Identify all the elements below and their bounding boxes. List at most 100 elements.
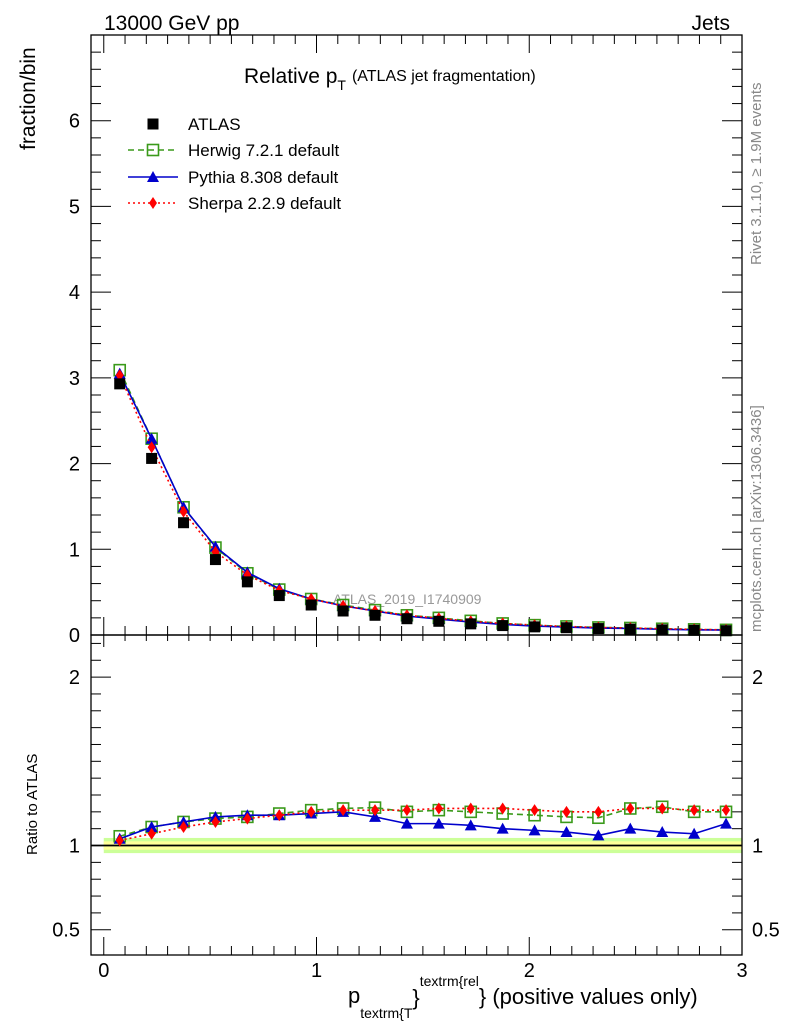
x-tick-label: 3 [736,960,747,982]
x-axis-label-sup: textrm{rel [420,973,479,989]
point-atlas [529,621,541,633]
y-tick-label-main: 0 [69,625,80,647]
y-tick-label-main: 2 [69,454,80,476]
y-tick-label-main: 4 [69,282,80,304]
chart-title: Relative pT (ATLAS jet fragmentation) [244,65,536,93]
ratio-point-pythia-8-308-default [369,810,382,822]
x-axis-label-brace: } [412,985,419,1010]
point-atlas [337,605,349,617]
point-atlas [720,625,732,637]
x-axis-label-rest: } (positive values only) [479,984,698,1009]
ratio-point-sherpa-2-2-9-default [147,827,156,840]
point-atlas [146,452,158,464]
chart-title-rest: (ATLAS jet fragmentation) [352,68,536,85]
ratio-point-sherpa-2-2-9-default [371,804,380,817]
ratio-point-sherpa-2-2-9-default [115,834,124,847]
x-axis-label: ptextrm{T}textrm{rel} (positive values o… [348,973,698,1021]
ratio-point-pythia-8-308-default [560,826,573,838]
ratio-point-sherpa-2-2-9-default [658,802,667,815]
point-atlas [178,517,190,529]
point-atlas [688,624,700,636]
ratio-point-pythia-8-308-default [145,821,158,832]
point-atlas [624,623,636,635]
point-atlas [433,615,445,627]
ratio-point-pythia-8-308-default [592,829,605,841]
header-left: 13000 GeV pp [104,12,239,35]
ratio-point-pythia-8-308-default [432,817,445,829]
x-tick-label: 0 [98,960,109,982]
y-tick-label-ratio: 0.5 [52,920,80,942]
legend-label-herwig-7-2-1-default: Herwig 7.2.1 default [188,141,339,160]
point-atlas [114,378,126,390]
ratio-point-pythia-8-308-default [464,819,477,831]
ratio-band [91,837,742,854]
y-tick-label-main: 1 [69,539,80,561]
ratio-point-pythia-8-308-default [688,827,701,839]
point-atlas [497,620,509,632]
legend-label-pythia-8-308-default: Pythia 8.308 default [188,168,339,187]
rivet-label: Rivet 3.1.10, ≥ 1.9M events [748,83,765,266]
main-ylabel: fraction/bin [17,47,40,150]
ratio-point-pythia-8-308-default [624,822,637,834]
chart-title-main: Relative p [244,65,337,88]
ratio-point-sherpa-2-2-9-default [722,804,731,817]
ratio-point-sherpa-2-2-9-default [402,804,411,817]
legend-marker-pythia-8-308-default [147,171,159,182]
ratio-point-pythia-8-308-default [656,826,669,838]
y-tick-label-ratio-right: 1 [752,836,763,858]
ratio-point-sherpa-2-2-9-default [626,802,635,815]
ratio-point-sherpa-2-2-9-default [594,805,603,818]
legend-label-atlas: ATLAS [188,115,241,134]
point-atlas [305,599,317,611]
y-tick-label-ratio: 1 [69,836,80,858]
ratio-point-pythia-8-308-default [528,824,541,836]
series-line-herwig-7-2-1-default [118,369,727,631]
legend-marker-herwig-7-2-1-default [146,143,160,157]
legend-label-sherpa-2-2-9-default: Sherpa 2.2.9 default [188,194,341,213]
x-axis-label-sub: textrm{T [360,1005,413,1021]
point-atlas [209,554,221,566]
point-atlas [369,609,381,621]
ratio-point-sherpa-2-2-9-default [690,804,699,817]
x-axis-label-main: p [348,983,360,1008]
mcplots-label: mcplots.cern.ch [arXiv:1306.3436] [748,405,765,632]
ratio-point-sherpa-2-2-9-default [562,805,571,818]
ratio-point-sherpa-2-2-9-default [179,821,188,833]
x-tick-label: 1 [311,960,322,982]
point-atlas [241,576,253,588]
point-atlas [465,618,477,630]
point-atlas [560,622,572,634]
ratio-point-sherpa-2-2-9-default [434,802,443,815]
legend-marker-atlas [147,118,159,130]
header-right: Jets [691,12,730,35]
point-atlas [592,623,604,635]
ratio-point-sherpa-2-2-9-default [307,805,316,818]
ratio-point-sherpa-2-2-9-default [275,809,284,822]
y-tick-label-main: 3 [69,368,80,390]
ratio-point-sherpa-2-2-9-default [339,804,348,817]
ratio-point-sherpa-2-2-9-default [498,802,507,815]
point-sherpa-2-2-9-default [179,505,188,518]
point-atlas [656,624,668,636]
point-atlas [401,613,413,625]
ratio-line-sherpa-2-2-9-default [119,807,727,842]
watermark: ATLAS_2019_I1740909 [333,591,482,607]
point-atlas [273,590,285,602]
ratio-point-pythia-8-308-default [720,817,733,829]
x-tick-label: 2 [524,960,535,982]
chart-title-sub: T [337,77,346,93]
ratio-line-pythia-8-308-default [119,811,727,840]
y-tick-label-main: 6 [69,111,80,133]
series-layer [113,363,733,847]
point-sherpa-2-2-9-default [115,369,124,382]
ratio-point-sherpa-2-2-9-default [243,812,252,825]
legend-marker-sherpa-2-2-9-default [149,197,157,209]
y-tick-label-ratio: 2 [69,667,80,689]
y-tick-label-ratio-right: 2 [752,667,763,689]
ratio-frame [90,634,743,956]
ratio-point-sherpa-2-2-9-default [211,815,220,828]
ratio-point-pythia-8-308-default [496,822,509,834]
legend: ATLAS Herwig 7.2.1 default Pythia 8.308 de… [128,115,341,213]
y-tick-label-main: 5 [69,196,80,218]
